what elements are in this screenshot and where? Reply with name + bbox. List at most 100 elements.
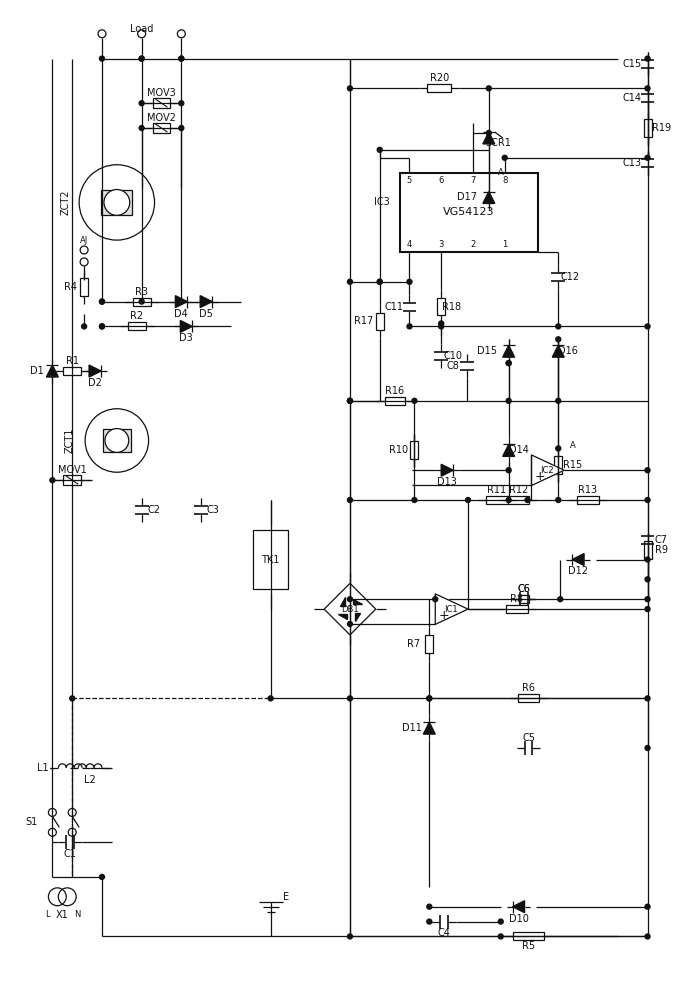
Circle shape [139, 126, 144, 131]
Text: R2: R2 [130, 311, 143, 321]
Circle shape [412, 498, 417, 502]
Bar [411, 441, 418, 459]
Circle shape [347, 696, 353, 701]
Circle shape [99, 299, 105, 304]
Text: R17: R17 [354, 316, 373, 326]
Circle shape [139, 56, 144, 61]
Bar [517, 694, 539, 702]
Text: 2: 2 [471, 240, 475, 249]
Circle shape [378, 147, 382, 152]
Text: 6: 6 [438, 176, 444, 185]
Circle shape [50, 478, 55, 483]
Circle shape [99, 324, 105, 329]
Text: C11: C11 [384, 302, 403, 312]
Text: VG54123: VG54123 [443, 207, 495, 217]
Circle shape [347, 279, 353, 284]
Circle shape [506, 398, 511, 403]
Text: S1: S1 [25, 817, 37, 827]
Circle shape [645, 468, 650, 473]
Text: ZCT1: ZCT1 [64, 428, 74, 453]
Bar [127, 322, 145, 330]
Circle shape [347, 398, 353, 403]
Text: SCR1: SCR1 [486, 138, 512, 148]
Circle shape [347, 498, 353, 502]
Text: D2: D2 [88, 378, 102, 388]
Text: DB1: DB1 [341, 605, 359, 614]
Text: R8: R8 [510, 594, 523, 604]
Circle shape [556, 337, 561, 342]
Circle shape [426, 919, 432, 924]
Text: R4: R4 [63, 282, 76, 292]
Circle shape [139, 101, 144, 106]
Text: R12: R12 [509, 485, 528, 495]
Circle shape [556, 446, 561, 451]
Text: D16: D16 [558, 346, 578, 356]
Circle shape [99, 874, 105, 879]
Circle shape [70, 696, 74, 701]
Polygon shape [353, 599, 362, 604]
Bar [376, 313, 384, 330]
Bar [400, 173, 538, 252]
Text: D17: D17 [457, 192, 477, 202]
Circle shape [99, 324, 105, 329]
Circle shape [498, 934, 503, 939]
Circle shape [179, 56, 184, 61]
Bar [425, 635, 433, 653]
Text: R6: R6 [522, 683, 535, 693]
Text: C15: C15 [622, 59, 641, 69]
Circle shape [426, 696, 432, 701]
Bar [513, 932, 544, 940]
Text: N: N [74, 910, 81, 919]
Text: D11: D11 [402, 723, 422, 733]
Circle shape [347, 398, 353, 403]
Text: 4: 4 [407, 240, 412, 249]
Circle shape [645, 56, 650, 61]
Circle shape [645, 607, 650, 612]
Bar [486, 496, 508, 504]
Bar [80, 278, 88, 296]
Circle shape [347, 597, 353, 602]
Circle shape [407, 324, 412, 329]
Text: 1: 1 [502, 240, 507, 249]
Circle shape [347, 398, 353, 403]
Circle shape [506, 361, 511, 366]
Circle shape [179, 126, 184, 131]
Circle shape [556, 398, 561, 403]
Circle shape [347, 934, 353, 939]
Text: L1: L1 [37, 763, 48, 773]
Text: R9: R9 [655, 545, 668, 555]
Text: R3: R3 [135, 287, 148, 297]
Bar [152, 98, 170, 108]
Bar [103, 429, 131, 452]
Text: R18: R18 [442, 302, 461, 312]
Text: D13: D13 [438, 477, 457, 487]
Text: C14: C14 [622, 93, 641, 103]
Text: IC2: IC2 [540, 466, 553, 475]
Circle shape [378, 279, 382, 284]
Text: D4: D4 [174, 309, 188, 319]
Bar [519, 595, 528, 603]
Polygon shape [181, 320, 192, 332]
Polygon shape [483, 192, 495, 203]
Circle shape [378, 279, 382, 284]
Bar [508, 496, 529, 504]
Circle shape [645, 577, 650, 582]
Bar [63, 475, 81, 485]
Text: +: + [439, 609, 449, 622]
Polygon shape [46, 365, 59, 377]
Circle shape [439, 321, 444, 326]
Text: D3: D3 [179, 333, 193, 343]
Text: C6: C6 [517, 584, 530, 594]
Polygon shape [356, 613, 360, 621]
Circle shape [139, 56, 144, 61]
Circle shape [645, 934, 650, 939]
Circle shape [104, 190, 130, 215]
Text: C7: C7 [655, 535, 668, 545]
Circle shape [486, 86, 491, 91]
Circle shape [645, 696, 650, 701]
Circle shape [502, 155, 507, 160]
Text: R13: R13 [579, 485, 597, 495]
Circle shape [506, 361, 511, 366]
Circle shape [347, 86, 353, 91]
Polygon shape [572, 554, 584, 565]
